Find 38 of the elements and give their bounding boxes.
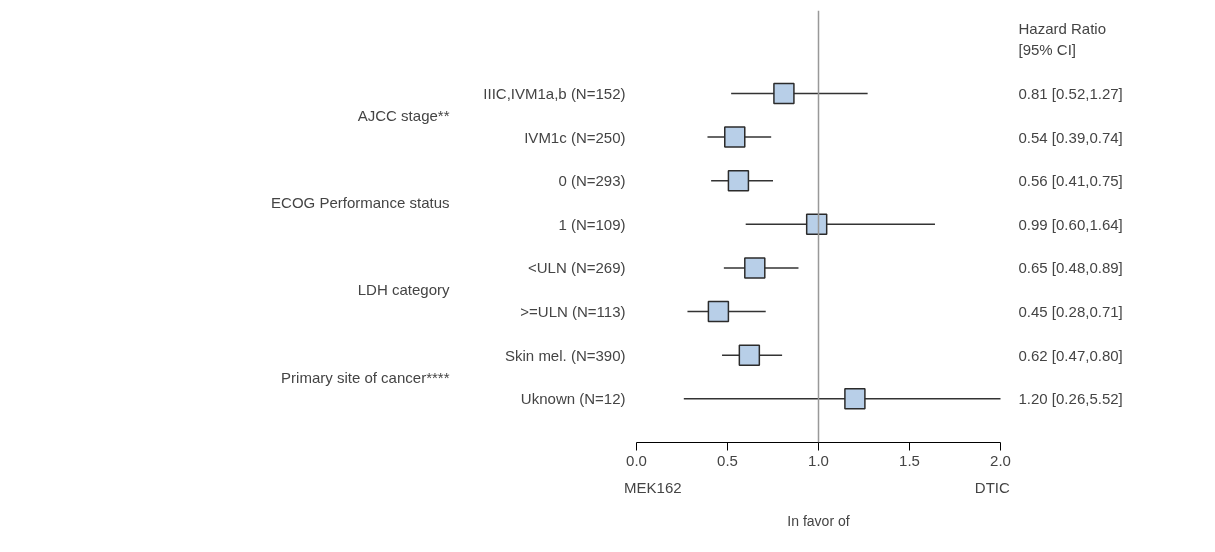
data-label: 0.56 [0.41,0.75] xyxy=(1018,172,1123,190)
data-label: 0.45 [0.28,0.71] xyxy=(1018,303,1123,321)
point xyxy=(805,213,828,236)
text: DTIC xyxy=(974,478,1010,496)
x-tick-label: 1.0 xyxy=(808,451,829,469)
text: [95% CI] xyxy=(1018,40,1077,58)
data-label: 1.20 [0.26,5.52] xyxy=(1018,390,1123,408)
x-tick-label: 0.0 xyxy=(626,451,647,469)
text: LDH category xyxy=(357,281,450,299)
y-tick-label: IIIC,IVM1a,b (N=152) xyxy=(483,84,626,102)
data-label: 0.62 [0.47,0.80] xyxy=(1018,346,1123,364)
data-label: 0.54 [0.39,0.74] xyxy=(1018,128,1123,146)
point xyxy=(738,344,761,366)
y-tick-label: >=ULN (N=113) xyxy=(520,303,626,321)
y-tick-label: Skin mel. (N=390) xyxy=(505,346,626,364)
data-label: 0.65 [0.48,0.89] xyxy=(1018,259,1123,277)
data-label: 0.81 [0.52,1.27] xyxy=(1018,84,1123,102)
text: Primary site of cancer**** xyxy=(281,368,450,386)
y-tick-label: <ULN (N=269) xyxy=(527,259,626,277)
x-tick-label: 1.5 xyxy=(899,451,920,469)
x-tick-label: 2.0 xyxy=(990,451,1011,469)
y-tick-label: IVM1c (N=250) xyxy=(524,128,626,146)
point xyxy=(773,82,795,105)
data-label: 0.99 [0.60,1.64] xyxy=(1018,215,1123,233)
point xyxy=(844,388,866,410)
x-tick-label: 0.5 xyxy=(717,451,738,469)
text: AJCC stage** xyxy=(357,106,450,124)
point xyxy=(744,257,766,279)
x-axis-title: In favor of xyxy=(787,512,850,529)
text: Hazard Ratio xyxy=(1018,20,1107,38)
text: ECOG Performance status xyxy=(271,194,450,211)
point xyxy=(727,169,750,192)
y-tick-label: 0 (N=293) xyxy=(558,172,626,190)
text: MEK162 xyxy=(624,478,682,496)
y-tick-label: 1 (N=109) xyxy=(558,215,626,233)
point xyxy=(707,300,730,323)
y-tick-label: Uknown (N=12) xyxy=(520,390,626,408)
point xyxy=(724,126,746,148)
